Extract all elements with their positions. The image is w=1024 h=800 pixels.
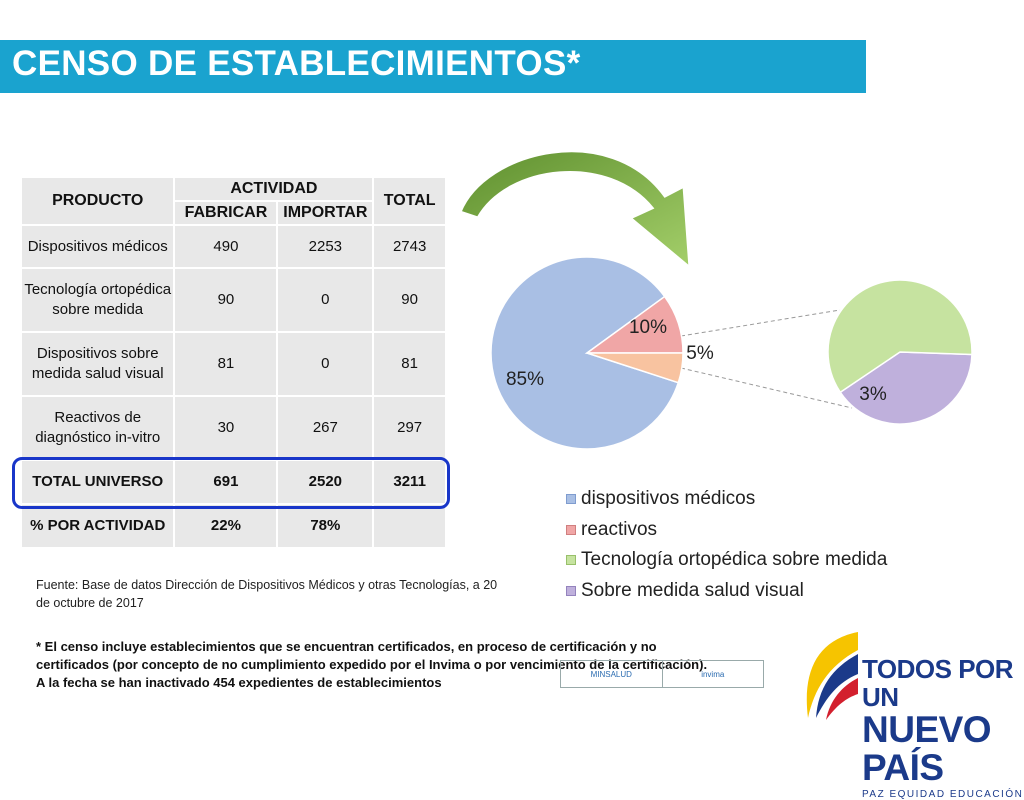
- legend-label: reactivos: [581, 518, 658, 540]
- connector-line-top: [680, 309, 841, 337]
- brand-line-3: PAZ EQUIDAD EDUCACIÓN: [862, 789, 1024, 800]
- curved-arrow-icon: [458, 149, 692, 272]
- total-total: 3211: [374, 461, 445, 503]
- footnote-line: A la fecha se han inactivado 454 expedie…: [36, 675, 442, 690]
- cell-producto: Dispositivos médicos: [22, 226, 174, 267]
- table-row: Reactivos de diagnóstico in-vitro 30 267…: [22, 397, 445, 459]
- cell-fabricar: 81: [175, 333, 277, 395]
- pie-slice-label: 85%: [506, 369, 544, 390]
- pie-slice: [827, 279, 973, 394]
- legend-item: Tecnología ortopédica sobre medida: [566, 545, 887, 576]
- header-total: TOTAL: [374, 178, 445, 224]
- colombia-flag-swoosh-icon: [806, 632, 858, 720]
- total-label: TOTAL UNIVERSO: [22, 461, 174, 503]
- cell-total: 2743: [374, 226, 445, 267]
- pie-charts: 85%10%5% 2%3%: [458, 149, 973, 450]
- footnote: * El censo incluye establecimientos que …: [36, 638, 744, 692]
- pie-slice-label: 5%: [686, 343, 714, 364]
- legend-item: Sobre medida salud visual: [566, 576, 887, 607]
- legend-label: Sobre medida salud visual: [581, 579, 804, 601]
- total-fabricar: 691: [175, 461, 277, 503]
- pie-slice-label: 10%: [629, 317, 667, 338]
- chart-legend: dispositivos médicos reactivos Tecnologí…: [566, 484, 887, 606]
- footnote-line: certificados (por concepto de no cumplim…: [36, 657, 708, 672]
- brand-line-2: NUEVO PAÍS: [862, 709, 992, 788]
- cell-fabricar: 90: [175, 269, 277, 331]
- census-table: PRODUCTO ACTIVIDAD TOTAL FABRICAR IMPORT…: [20, 176, 447, 549]
- cell-total: 297: [374, 397, 445, 459]
- legend-swatch: [566, 494, 576, 505]
- cell-fabricar: 490: [175, 226, 277, 267]
- legend-swatch: [566, 555, 576, 566]
- legend-item: reactivos: [566, 515, 887, 546]
- cell-importar: 0: [278, 269, 373, 331]
- header-producto: PRODUCTO: [22, 178, 174, 224]
- legend-swatch: [566, 524, 576, 535]
- table-row: Tecnología ortopédica sobre medida 90 0 …: [22, 269, 445, 331]
- pie-slice: [839, 351, 973, 425]
- pie-slice-label: 3%: [859, 384, 887, 405]
- legend-label: dispositivos médicos: [581, 488, 756, 510]
- brand-logo: TODOS POR UN NUEVO PAÍS PAZ EQUIDAD EDUC…: [862, 655, 1024, 800]
- percent-importar: 78%: [278, 505, 373, 547]
- header-fabricar: FABRICAR: [175, 202, 277, 224]
- cell-importar: 2253: [278, 226, 373, 267]
- cell-total: 81: [374, 333, 445, 395]
- brand-line-1: TODOS POR UN: [862, 654, 1014, 712]
- pie-slice: [586, 352, 684, 384]
- cell-importar: 0: [278, 333, 373, 395]
- legend-item: dispositivos médicos: [566, 484, 887, 515]
- percent-label: % POR ACTIVIDAD: [22, 505, 174, 547]
- header-importar: IMPORTAR: [278, 202, 373, 224]
- total-importar: 2520: [278, 461, 373, 503]
- cell-producto: Reactivos de diagnóstico in-vitro: [22, 397, 174, 459]
- page-title: CENSO DE ESTABLECIMIENTOS*: [12, 44, 581, 83]
- institution-logos: MINSALUD invima: [560, 660, 764, 688]
- connector-line-bottom: [680, 367, 853, 409]
- legend-label: Tecnología ortopédica sobre medida: [581, 549, 888, 571]
- pie-slice: [490, 256, 680, 450]
- total-highlight-outline: [12, 457, 450, 509]
- table-row: Dispositivos sobre medida salud visual 8…: [22, 333, 445, 395]
- total-row: TOTAL UNIVERSO 691 2520 3211: [22, 461, 445, 503]
- legend-swatch: [566, 585, 576, 596]
- cell-producto: Dispositivos sobre medida salud visual: [22, 333, 174, 395]
- title-bar: CENSO DE ESTABLECIMIENTOS*: [0, 40, 866, 93]
- header-actividad: ACTIVIDAD: [175, 178, 373, 200]
- percent-empty: [374, 505, 445, 547]
- footnote-line: * El censo incluye establecimientos que …: [36, 639, 657, 654]
- invima-logo: invima: [701, 669, 725, 679]
- source-note: Fuente: Base de datos Dirección de Dispo…: [36, 578, 498, 610]
- cell-fabricar: 30: [175, 397, 277, 459]
- percent-row: % POR ACTIVIDAD 22% 78%: [22, 505, 445, 547]
- cell-importar: 267: [278, 397, 373, 459]
- cell-total: 90: [374, 269, 445, 331]
- minsalud-logo: MINSALUD: [561, 661, 663, 687]
- table-row: Dispositivos médicos 490 2253 2743: [22, 226, 445, 267]
- cell-producto: Tecnología ortopédica sobre medida: [22, 269, 174, 331]
- percent-fabricar: 22%: [175, 505, 277, 547]
